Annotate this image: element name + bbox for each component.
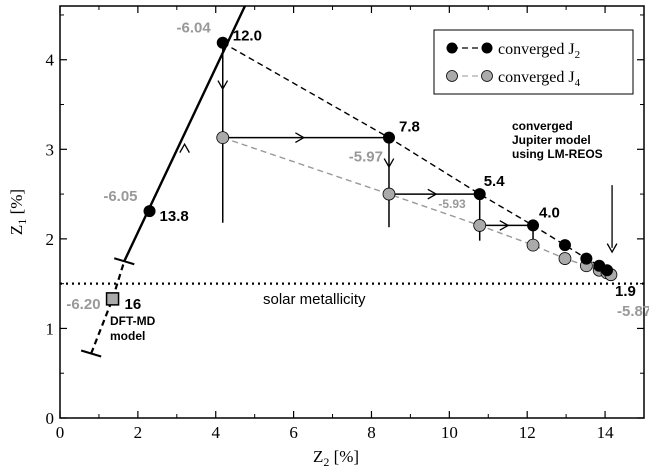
point-label: -5.87 xyxy=(617,303,649,320)
x-tick-label: 12 xyxy=(519,423,536,442)
j4-point-3 xyxy=(526,238,540,252)
legend-label-j4: converged J4 xyxy=(498,69,581,89)
point-label: 16 xyxy=(125,296,142,313)
converged-label-line3: using LM-REOS xyxy=(512,147,603,161)
y-tick-label: 1 xyxy=(46,319,55,338)
point-label: 5.4 xyxy=(484,173,506,190)
dftmd-point xyxy=(105,292,120,306)
legend: converged J2 converged J4 xyxy=(433,29,634,95)
converged-label-line1: converged xyxy=(512,119,573,133)
j2-point-4 xyxy=(558,239,571,252)
j4-point-4 xyxy=(558,252,572,265)
point-label: -5.97 xyxy=(349,149,383,166)
point-label: -6.04 xyxy=(177,20,212,37)
y-tick-label: 4 xyxy=(46,51,55,70)
legend-label-j2: converged J2 xyxy=(498,41,580,61)
point-labels: 12.0 7.8 5.4 4.0 1.9 13.8 16 -6.04 -5.97 -5.93 -5.… xyxy=(66,20,649,320)
dftmd-dashed-line-b xyxy=(111,260,126,300)
x-tick-label: 2 xyxy=(134,423,143,442)
stair-arrow-right-2 xyxy=(427,188,438,200)
plot-area xyxy=(60,6,644,358)
j4-point-2 xyxy=(473,219,487,232)
j2-point-1 xyxy=(382,131,395,144)
y-tick-label: 3 xyxy=(46,140,55,159)
iteration-line xyxy=(123,6,247,262)
x-tick-label: 8 xyxy=(367,423,376,442)
j4-point-1 xyxy=(382,187,396,201)
start-point xyxy=(143,205,156,218)
j2-point-5 xyxy=(580,252,593,265)
y-axis-title: Z1 [%] xyxy=(7,189,29,235)
j4-point-0 xyxy=(216,131,230,145)
x-tick-label: 4 xyxy=(211,423,220,442)
point-label: 1.9 xyxy=(615,283,636,300)
y-tick-label: 2 xyxy=(46,230,55,249)
x-axis-title: Z2 [%] xyxy=(313,447,359,467)
line-end-bar-0 xyxy=(80,349,102,358)
j2-point-2 xyxy=(473,188,486,201)
j2-point-7 xyxy=(601,264,614,277)
stair-arrow-down-1 xyxy=(217,80,229,91)
solar-metallicity-label: solar metallicity xyxy=(263,291,366,308)
converged-arrow-head xyxy=(606,243,618,254)
dftmd-label-line2: model xyxy=(110,329,145,343)
point-label: 4.0 xyxy=(539,204,560,221)
stair-arrow-down-2 xyxy=(383,158,395,169)
dftmd-label-line1: DFT-MD xyxy=(110,314,156,328)
steep-line-arrow xyxy=(179,142,190,153)
point-label: -6.20 xyxy=(66,296,100,313)
point-label: -5.93 xyxy=(438,197,466,211)
j2-point-3 xyxy=(527,219,540,232)
converged-label-line2: Jupiter model xyxy=(512,133,591,147)
x-tick-label: 10 xyxy=(441,423,458,442)
legend-marker-j4-b xyxy=(481,70,493,82)
point-label: 12.0 xyxy=(233,28,262,45)
y-tick-label: 0 xyxy=(46,409,55,428)
point-label: 7.8 xyxy=(399,119,420,136)
point-label: -6.05 xyxy=(103,188,137,205)
legend-marker-j2-b xyxy=(481,42,493,54)
point-label: 13.8 xyxy=(160,208,189,225)
j2-point-0 xyxy=(216,36,229,49)
x-tick-label: 0 xyxy=(56,423,65,442)
legend-marker-j4-a xyxy=(446,70,458,82)
line-end-bar-1 xyxy=(113,257,135,266)
legend-marker-j2-a xyxy=(446,42,458,54)
stair-arrow-right-1 xyxy=(295,132,306,144)
stair-arrow-right-3 xyxy=(499,220,510,231)
plot-frame xyxy=(59,5,645,419)
legend-box xyxy=(433,29,634,95)
x-tick-label: 14 xyxy=(597,423,615,442)
x-tick-label: 6 xyxy=(289,423,298,442)
